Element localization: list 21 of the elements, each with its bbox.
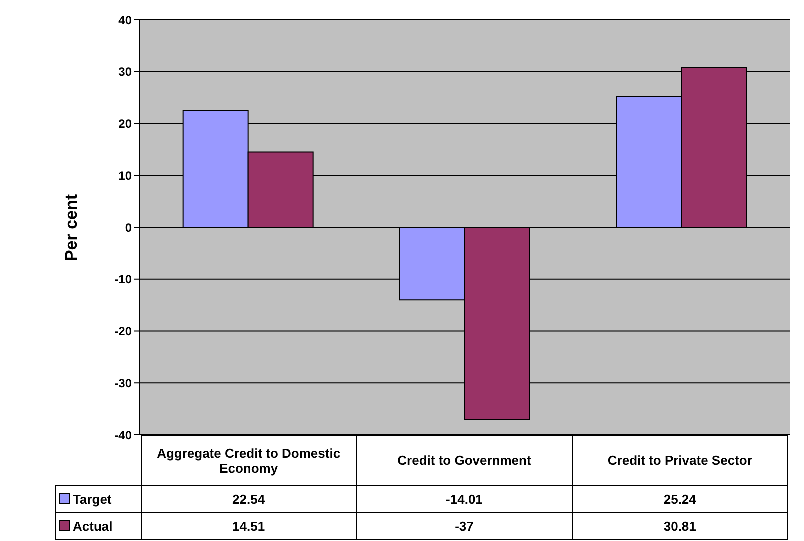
y-tick-label: 10 <box>118 168 132 183</box>
y-tick-label: 0 <box>125 220 132 235</box>
y-tick-label: -20 <box>114 324 132 339</box>
x-tick-label: Credit to Government <box>356 436 572 486</box>
x-tick-label: Credit to Private Sector <box>572 436 788 486</box>
y-tick-label: -40 <box>114 428 132 442</box>
y-tick-label: -30 <box>114 376 132 390</box>
data-label: 22.54 <box>141 486 357 512</box>
data-label: -14.01 <box>356 486 572 512</box>
y-tick-label: 40 <box>118 13 132 28</box>
legend-label: Actual <box>56 512 141 540</box>
data-label: 25.24 <box>572 486 788 512</box>
data-label: 14.51 <box>141 512 357 540</box>
x-tick-label: Aggregate Credit to Domestic Economy <box>141 436 357 486</box>
legend-label: Target <box>56 486 141 512</box>
data-label: 30.81 <box>572 512 788 540</box>
y-tick-label: 20 <box>118 117 132 132</box>
y-tick-label: -10 <box>114 272 132 287</box>
y-tick-label: 30 <box>118 65 132 80</box>
data-label: -37 <box>356 512 572 540</box>
y-axis-title: Per cent <box>62 194 82 262</box>
